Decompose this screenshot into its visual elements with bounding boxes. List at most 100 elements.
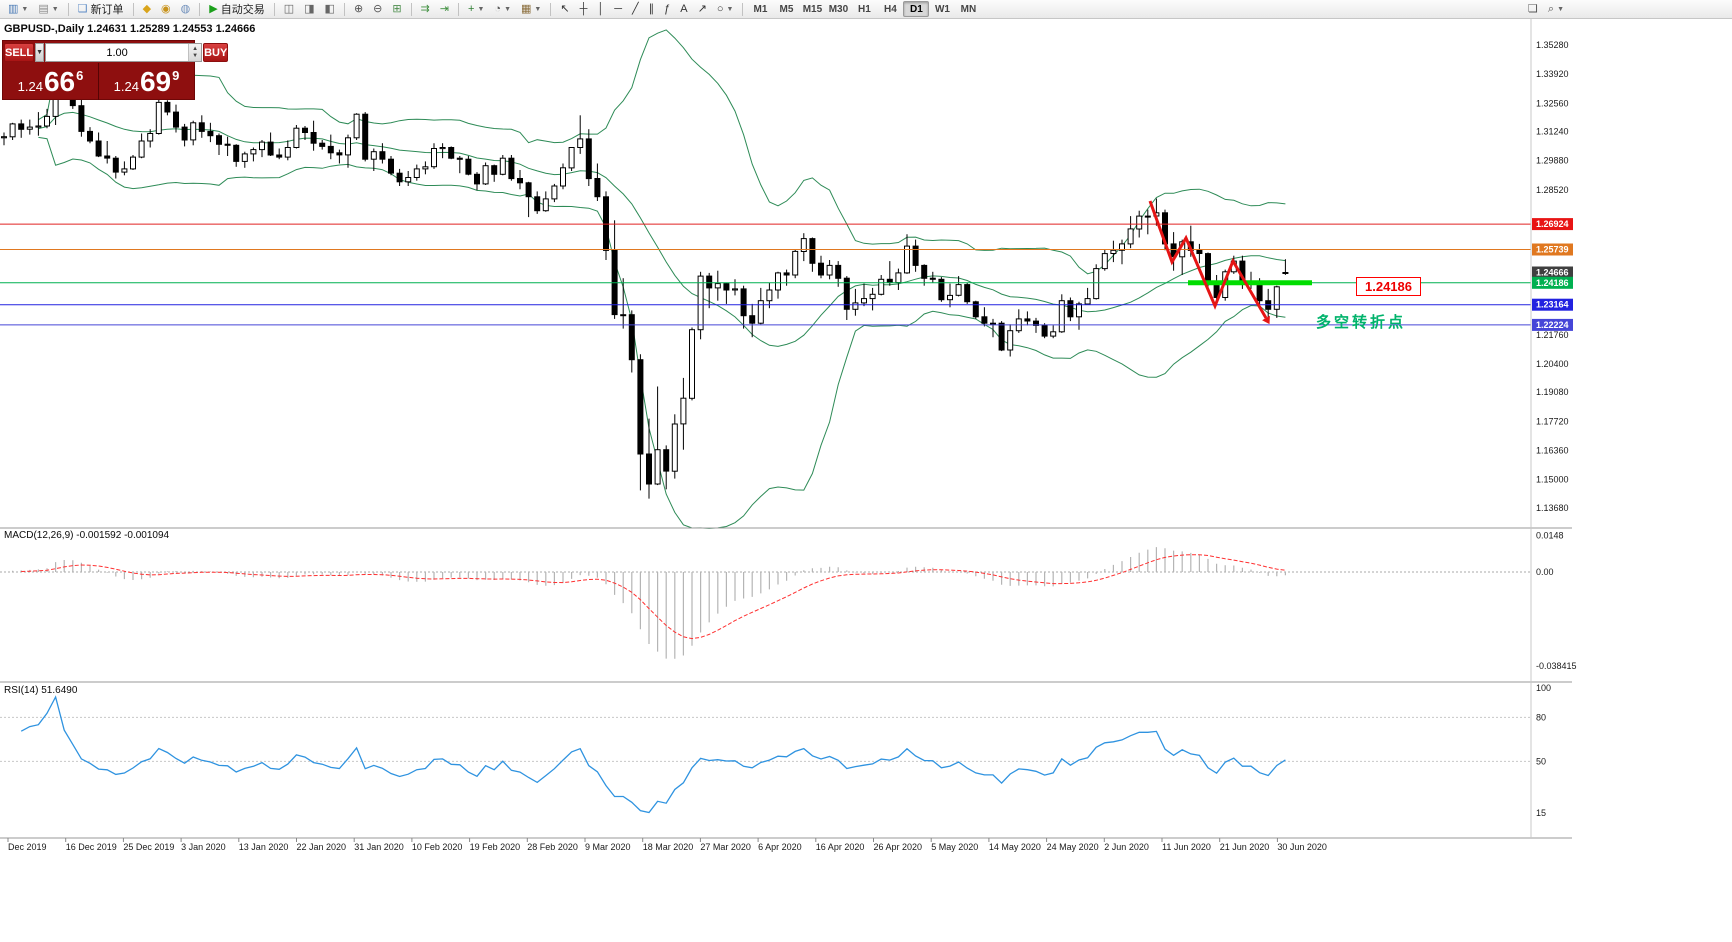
candle — [241, 153, 248, 162]
zoom-in-button[interactable]: ⊕ — [349, 1, 368, 18]
timeframe-mn[interactable]: MN — [960, 3, 977, 15]
candle — [233, 144, 240, 162]
svg-text:21 Jun 2020: 21 Jun 2020 — [1220, 842, 1270, 852]
candle — [972, 301, 979, 318]
candle — [353, 113, 360, 139]
zigzag-arrowhead-icon — [1262, 315, 1270, 325]
price-level-label[interactable]: 1.24186 — [1356, 277, 1421, 296]
volume-input[interactable] — [46, 44, 189, 61]
candle — [542, 198, 549, 212]
navigator-button[interactable]: ◍ — [176, 1, 196, 18]
toolbar-separator — [343, 2, 345, 16]
algo-trading-button[interactable]: ▶ 自动交易 — [204, 1, 269, 18]
order-settings-dropdown[interactable]: ▼ — [35, 43, 45, 62]
svg-text:5 May 2020: 5 May 2020 — [931, 842, 978, 852]
full-chart-button[interactable]: ❏ — [1523, 1, 1543, 18]
ask-price-big: 69 — [139, 66, 172, 97]
timeframe-w1[interactable]: W1 — [934, 3, 950, 15]
zoom-out-button[interactable]: ⊖ — [368, 1, 387, 18]
svg-text:10 Feb 2020: 10 Feb 2020 — [412, 842, 463, 852]
crosshair-tool[interactable]: ┼ — [575, 1, 593, 18]
horizontal-line-tool[interactable]: ─ — [609, 1, 627, 18]
candle — [757, 300, 764, 324]
chart-profiles-button[interactable]: ▤ ▼ — [33, 1, 63, 18]
bollinger-upper-band — [38, 29, 1286, 275]
channel-tool[interactable]: ∥ — [644, 1, 660, 18]
symbol-search-button[interactable]: ⌕ ▼ — [1543, 1, 1569, 18]
auto-scroll-button[interactable]: ⇉ — [416, 1, 435, 18]
candle — [95, 140, 102, 157]
candle — [276, 154, 283, 158]
price-badge-1.22224 — [1532, 318, 1573, 331]
candle — [517, 178, 523, 184]
toolbar-separator — [67, 2, 69, 16]
chart-candles-button[interactable]: ◨ — [299, 1, 319, 18]
templates-button[interactable]: ▦ ▼ — [516, 1, 546, 18]
candle — [637, 359, 644, 455]
rsi-value: 51.6490 — [41, 685, 78, 696]
clock-icon: ◔ — [494, 2, 502, 15]
chart-bars-button[interactable]: ◫ — [279, 1, 299, 18]
timeframe-h4[interactable]: H4 — [884, 3, 897, 15]
new-chart-button[interactable]: ▥ ▼ — [3, 1, 33, 18]
new-chart-icon: ▥ — [8, 2, 19, 15]
periods-button[interactable]: ◔ ▼ — [489, 1, 516, 18]
arrows-tool[interactable]: ↗ — [693, 1, 712, 18]
chart-ohlc-title: GBPUSD-,Daily 1.24631 1.25289 1.24553 1.… — [4, 23, 256, 35]
cursor-tool[interactable]: ↖ — [555, 1, 574, 18]
downtrend-zigzag-arrow[interactable] — [1148, 200, 1268, 319]
buy-button[interactable]: BUY — [203, 43, 229, 62]
timeframe-m30[interactable]: M30 — [828, 3, 849, 15]
candle — [947, 294, 953, 301]
candle — [190, 122, 197, 141]
market-watch-icon: ◆ — [142, 2, 152, 15]
text-tool[interactable]: A — [675, 1, 692, 18]
ask-price[interactable]: 1.24 69 9 — [99, 63, 194, 100]
candle — [224, 143, 231, 146]
shapes-tool[interactable]: ○ ▼ — [712, 1, 739, 18]
candle — [1196, 249, 1203, 255]
auto-scroll-icon: ⇉ — [420, 2, 430, 15]
svg-text:1.22224: 1.22224 — [1536, 320, 1569, 330]
indicators-button[interactable]: + ▼ — [463, 1, 489, 18]
bid-price[interactable]: 1.24 66 6 — [3, 63, 99, 100]
svg-text:80: 80 — [1536, 712, 1546, 722]
pivot-annotation-text[interactable]: 多空转折点 — [1316, 314, 1407, 331]
candle — [998, 322, 1005, 351]
chevron-down-icon: ▼ — [477, 5, 485, 13]
zoom-in-icon: ⊕ — [353, 2, 364, 15]
volume-stepper[interactable]: ▲ ▼ — [188, 44, 202, 61]
candle — [181, 126, 188, 141]
chart-shift-button[interactable]: ⇥ — [435, 1, 454, 18]
candle — [792, 250, 799, 276]
timeframe-m15[interactable]: M15 — [802, 3, 823, 15]
candle — [1058, 300, 1065, 333]
candle — [1205, 253, 1211, 284]
timeframe-h1[interactable]: H1 — [858, 3, 871, 15]
candle — [921, 264, 928, 279]
vertical-line-tool[interactable]: │ — [592, 1, 609, 18]
timeframe-m5[interactable]: M5 — [779, 3, 794, 15]
candle — [775, 272, 781, 291]
zoom-out-icon: ⊖ — [373, 2, 383, 15]
timeframe-m1[interactable]: M1 — [753, 3, 768, 15]
candle — [439, 147, 446, 150]
toolbox-button[interactable]: ◉ — [156, 1, 176, 18]
bars-chart-icon: ◫ — [283, 2, 295, 15]
candle — [413, 168, 420, 178]
new-order-button[interactable]: ❑ 新订单 — [73, 1, 129, 18]
market-watch-button[interactable]: ◆ — [138, 1, 156, 18]
candle — [714, 283, 721, 289]
ask-price-prefix: 1.24 — [113, 79, 139, 94]
chart-line-button[interactable]: ◧ — [320, 1, 340, 18]
crosshair-icon: ┼ — [579, 2, 588, 15]
candle — [732, 288, 738, 291]
fibonacci-tool[interactable]: ƒ — [659, 1, 675, 18]
trendline-tool[interactable]: ╱ — [627, 1, 644, 18]
candle — [173, 111, 179, 128]
sell-button[interactable]: SELL — [4, 43, 35, 62]
candle — [689, 329, 695, 399]
tile-windows-button[interactable]: ⊞ — [387, 1, 406, 18]
timeframe-d1[interactable]: D1 — [903, 1, 930, 17]
